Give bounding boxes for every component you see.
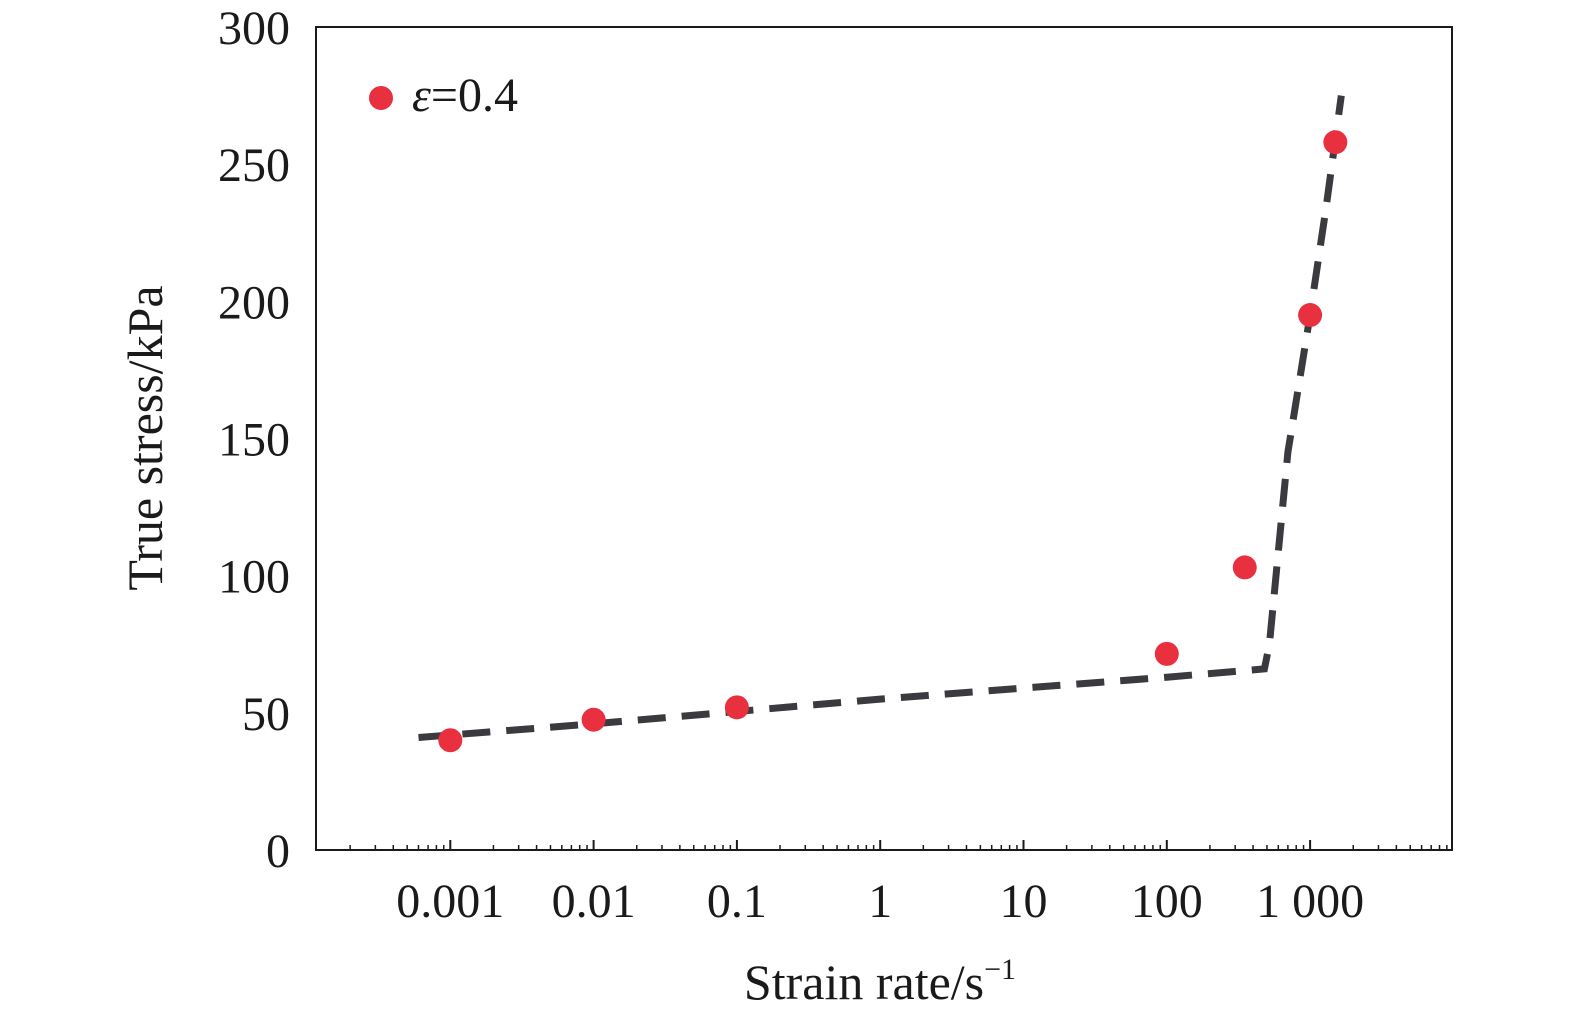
x-tick-label: 1 000 xyxy=(1256,875,1364,928)
y-tick-label: 200 xyxy=(218,276,290,329)
legend-marker xyxy=(369,86,393,110)
legend-label: ε=0.4 xyxy=(412,69,518,122)
data-points xyxy=(438,130,1348,753)
x-tick-label: 100 xyxy=(1131,875,1203,928)
plot-frame xyxy=(315,26,1453,851)
x-major-ticks xyxy=(449,840,1312,850)
data-point xyxy=(1298,303,1323,328)
fit-curve-line xyxy=(418,95,1345,741)
data-point xyxy=(581,707,606,732)
data-point xyxy=(1154,641,1179,666)
y-tick-label: 300 xyxy=(218,2,290,55)
x-tick-label: 1 xyxy=(868,875,892,928)
x-axis-title-main: Strain rate/s xyxy=(744,954,984,1010)
legend: ε=0.4 xyxy=(369,69,518,122)
y-tick-label: 150 xyxy=(218,414,290,467)
x-axis-title-sup: −1 xyxy=(984,953,1016,986)
data-point xyxy=(438,728,463,753)
x-minor-ticks xyxy=(349,845,1448,850)
fit-curve xyxy=(418,95,1345,741)
y-tick-label: 100 xyxy=(218,551,290,604)
y-tick-label: 0 xyxy=(266,825,290,878)
data-point xyxy=(724,695,749,720)
x-axis-title: Strain rate/s−1 xyxy=(744,953,1016,1010)
x-tick-label: 10 xyxy=(1000,875,1048,928)
legend-symbol: ε xyxy=(412,69,431,122)
x-tick-label: 0.01 xyxy=(552,875,636,928)
data-point xyxy=(1232,555,1257,580)
data-point xyxy=(1323,130,1348,155)
y-axis-title: True stress/kPa xyxy=(117,285,173,590)
x-tick-labels: 0.001 0.01 0.1 1 10 100 1 000 xyxy=(396,875,1364,928)
y-tick-label: 250 xyxy=(218,139,290,192)
legend-value: =0.4 xyxy=(431,69,518,122)
x-tick-label: 0.001 xyxy=(396,875,504,928)
x-tick-label: 0.1 xyxy=(707,875,767,928)
y-tick-label: 50 xyxy=(242,688,290,741)
y-tick-labels: 0 50 100 150 200 250 300 xyxy=(218,2,290,878)
